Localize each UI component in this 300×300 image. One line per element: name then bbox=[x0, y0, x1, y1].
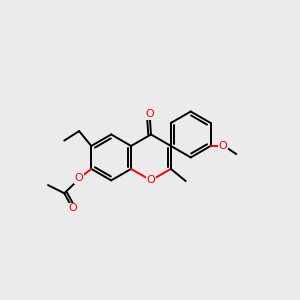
Text: O: O bbox=[147, 176, 155, 185]
Text: O: O bbox=[145, 109, 154, 119]
Text: O: O bbox=[218, 141, 227, 151]
Text: O: O bbox=[68, 203, 77, 213]
Text: O: O bbox=[75, 173, 83, 183]
